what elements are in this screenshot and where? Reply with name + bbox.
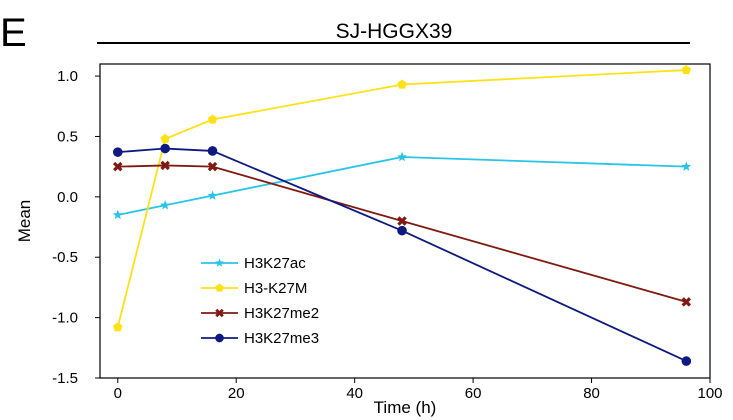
data-point-h3k27me3 xyxy=(160,143,170,154)
x-tick-label: 40 xyxy=(346,385,363,402)
x-tick-label: 0 xyxy=(114,385,122,402)
series-h3-k27m xyxy=(113,65,692,332)
y-tick-label: 0.5 xyxy=(57,128,78,145)
data-point-h3k27me3 xyxy=(112,147,123,157)
data-point-h3k27me3 xyxy=(397,225,407,236)
data-point-h3k27me2 xyxy=(207,161,218,172)
legend-marker-h3k27me2 xyxy=(215,308,224,318)
series-layer xyxy=(112,65,692,366)
x-tick-label: 80 xyxy=(583,385,600,402)
data-point-h3-k27m xyxy=(113,322,123,332)
legend-marker-h3-k27m xyxy=(215,283,224,292)
y-tick-label: 0.0 xyxy=(57,189,78,206)
data-point-h3-k27m xyxy=(681,65,692,75)
data-point-h3-k27m xyxy=(397,79,407,89)
y-tick-label: -0.5 xyxy=(52,249,78,266)
series-h3k27ac xyxy=(112,151,692,220)
y-tick-label: 1.0 xyxy=(57,68,78,85)
data-point-h3-k27m xyxy=(160,133,170,143)
x-axis-label: Time (h) xyxy=(374,398,437,417)
data-point-h3k27me3 xyxy=(207,146,218,156)
data-point-h3k27ac xyxy=(160,200,171,210)
series-h3k27me2 xyxy=(113,160,692,307)
legend-label-h3k27me2: H3K27me2 xyxy=(244,305,319,322)
data-point-h3k27me2 xyxy=(160,160,170,171)
data-point-h3-k27m xyxy=(207,114,218,124)
data-point-h3k27ac xyxy=(397,151,407,162)
plot-frame xyxy=(99,63,711,379)
data-point-h3k27me2 xyxy=(681,297,692,307)
legend-marker-h3k27ac xyxy=(215,258,224,267)
data-point-h3k27me2 xyxy=(397,216,407,226)
data-point-h3k27ac xyxy=(681,161,692,171)
series-h3k27me3 xyxy=(112,143,692,366)
y-axis-ticks: 1.0 0.5 0.0 -0.5 -1.0 -1.5 xyxy=(52,68,100,387)
series-line-h3k27me3 xyxy=(117,147,687,362)
legend-marker-h3k27me3 xyxy=(215,333,224,343)
y-axis-label: Mean xyxy=(15,200,34,243)
data-point-h3k27ac xyxy=(112,209,123,220)
y-tick-label: -1.5 xyxy=(52,370,78,387)
x-tick-label: 100 xyxy=(697,385,722,402)
x-tick-label: 60 xyxy=(465,385,482,402)
y-tick-label: -1.0 xyxy=(52,310,78,327)
panel-letter: E xyxy=(0,11,27,55)
x-axis-ticks: 0 20 40 60 80 100 xyxy=(114,378,723,402)
data-point-h3k27me2 xyxy=(113,161,123,172)
data-point-h3k27ac xyxy=(207,190,218,200)
legend-label-h3k27ac: H3K27ac xyxy=(244,255,306,272)
legend-label-h3-k27m: H3-K27M xyxy=(244,280,307,297)
chart-title: SJ-HGGX39 xyxy=(336,20,453,43)
data-point-h3k27me3 xyxy=(681,356,692,366)
x-tick-label: 20 xyxy=(228,385,245,402)
legend: H3K27ac H3-K27M H3K27me2 H3K27me3 xyxy=(201,255,319,347)
legend-label-h3k27me3: H3K27me3 xyxy=(244,330,319,347)
